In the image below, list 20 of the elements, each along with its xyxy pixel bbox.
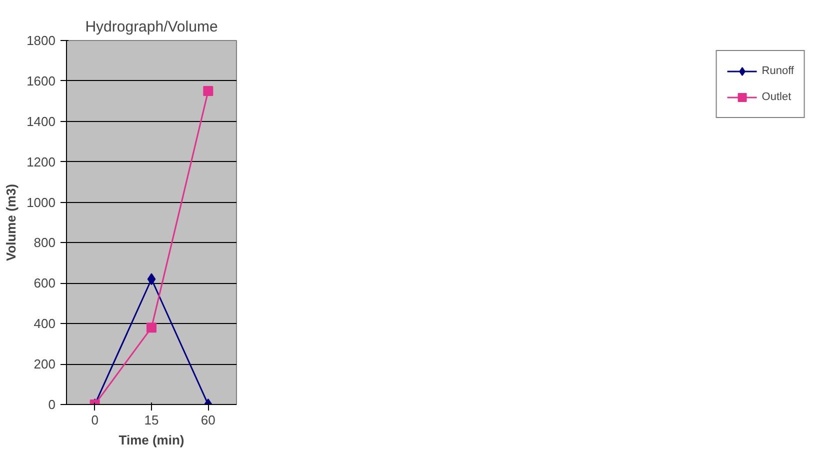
x-tick-label: 0 (91, 412, 98, 428)
y-tick-label: 400 (34, 316, 56, 332)
x-tick-label: 60 (200, 412, 216, 428)
y-tick-label: 1600 (26, 73, 56, 88)
y-tick-label: 800 (34, 235, 56, 250)
x-tick-label: 15 (144, 412, 159, 428)
y-tick-label: 200 (34, 356, 56, 372)
y-tick-label: 600 (34, 276, 56, 291)
y-axis-title: Volume (m3) (4, 184, 19, 262)
y-tick-label: 1200 (26, 154, 56, 170)
y-tick-label: 1000 (26, 194, 56, 210)
point (147, 273, 156, 286)
legend-label: Runoff (762, 65, 794, 77)
point (203, 86, 214, 96)
legend-label: Outlet (762, 91, 792, 103)
x-axis-title: Time (min) (118, 432, 184, 448)
y-tick-label: 1800 (26, 33, 56, 48)
y-tick-label: 0 (48, 397, 56, 412)
chart-title: Hydrograph/Volume (85, 18, 218, 36)
y-tick-label: 1400 (26, 114, 56, 129)
